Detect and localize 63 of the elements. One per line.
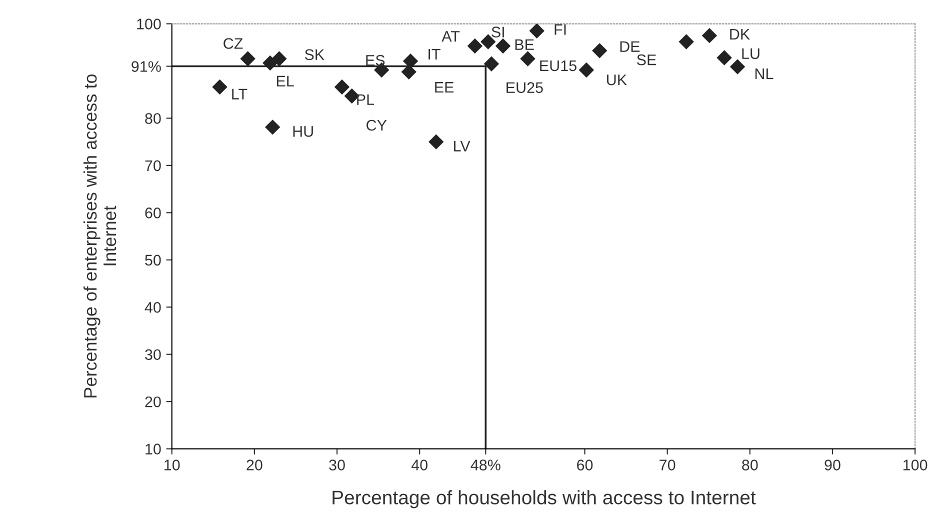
y-tick-label: 60 — [145, 208, 161, 218]
y-tick-label: 80 — [145, 113, 161, 124]
annotation: ES — [366, 54, 385, 66]
x-tick-label: 20 — [246, 460, 262, 470]
annotation: IT — [428, 48, 440, 60]
annotation: CY — [366, 120, 387, 131]
x-tick-label: 70 — [660, 460, 676, 470]
annotation: UK — [607, 74, 627, 86]
point — [334, 79, 350, 95]
annotation: HU — [293, 126, 313, 137]
y-tick-label: 20 — [145, 396, 161, 408]
annotation: LT — [232, 88, 248, 100]
annotation: DK — [730, 29, 750, 40]
point — [240, 51, 256, 66]
x-tick-label: 10 — [164, 460, 180, 470]
x-tick-label: 48% — [470, 460, 500, 470]
x-tick-label: 90 — [824, 460, 840, 470]
y-tick-label: 91% — [132, 61, 161, 72]
point — [702, 28, 718, 44]
point — [495, 38, 511, 54]
point — [484, 56, 500, 72]
annotation: LV — [454, 140, 470, 152]
point — [212, 79, 228, 95]
annotation: BE — [515, 39, 534, 50]
y-tick-label: 10 — [146, 444, 161, 454]
y-tick-label: 40 — [144, 302, 161, 313]
y-axis-title: Percentage of enterprises with access to Internet — [83, 74, 116, 398]
y-tick-label: 70 — [145, 160, 161, 172]
point — [529, 24, 544, 38]
point — [730, 59, 746, 74]
annotation: EE — [435, 82, 454, 93]
annotation: EL — [276, 76, 294, 86]
annotation: PL — [357, 94, 374, 105]
annotation: CZ — [224, 38, 243, 49]
annotation: EU15 — [540, 60, 576, 72]
point — [520, 51, 536, 66]
annotation: AT — [442, 31, 460, 42]
x-tick-label: 80 — [742, 460, 758, 470]
annotation: SK — [304, 49, 324, 60]
x-tick-label: 100 — [903, 460, 928, 470]
point — [592, 43, 608, 58]
point — [265, 120, 280, 135]
point — [716, 50, 732, 66]
annotation: SI — [492, 26, 504, 38]
x-axis-title: Percentage of households with access to Internet — [332, 490, 756, 508]
point — [578, 62, 594, 78]
x-tick-label: 30 — [329, 460, 345, 470]
y-tick-label: 50 — [145, 254, 161, 266]
point — [678, 34, 694, 50]
annotation: FI — [554, 24, 566, 35]
annotation: EU25 — [506, 82, 543, 94]
x-tick-label: 60 — [577, 460, 593, 470]
annotation: DE — [620, 41, 640, 52]
point — [402, 53, 418, 69]
y-tick-label: 100 — [137, 18, 161, 30]
y-tick-label: 30 — [145, 349, 161, 360]
x-tick-label: 40 — [411, 460, 428, 470]
point — [428, 134, 444, 150]
point — [272, 51, 287, 66]
point — [467, 38, 483, 54]
annotation: NL — [755, 68, 774, 80]
annotation: LU — [742, 48, 760, 60]
annotation: SE — [637, 54, 656, 66]
